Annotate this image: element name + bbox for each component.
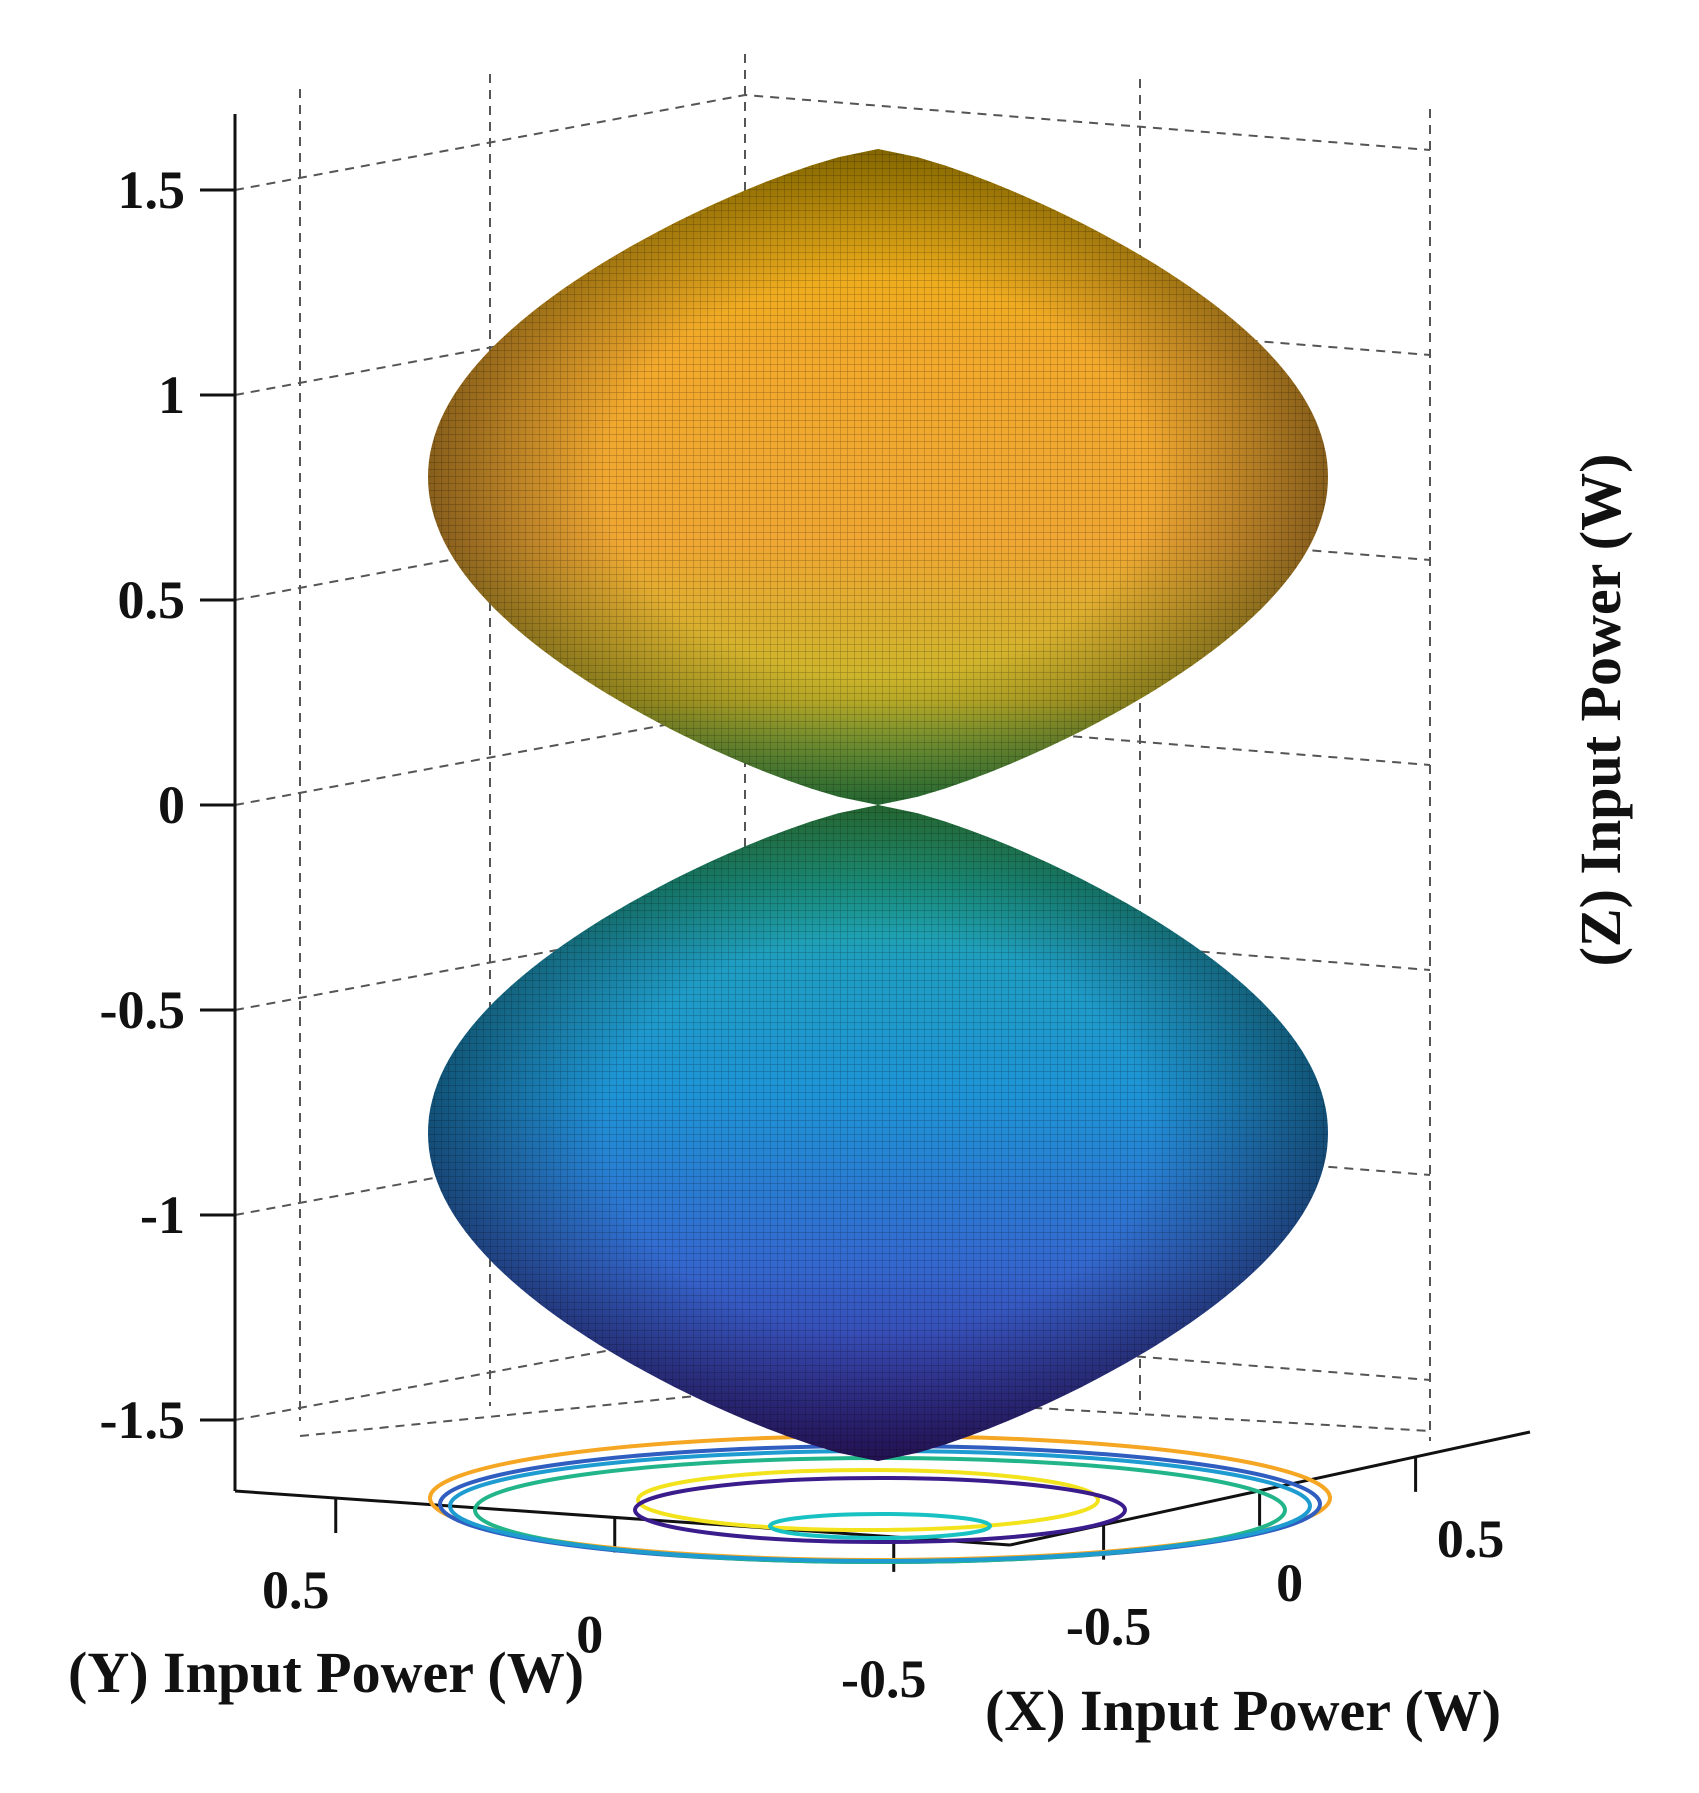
z-tick-label: -0.5 <box>100 980 185 1040</box>
lobe-shading <box>428 805 1328 1461</box>
x-tick-label: -0.5 <box>1066 1597 1151 1657</box>
floor-grid-line <box>299 1389 1431 1437</box>
contour-ring <box>448 1449 1312 1563</box>
x-axis-label: (X) Input Power (W) <box>985 1678 1501 1743</box>
y-axis-label: (Y) Input Power (W) <box>68 1640 584 1705</box>
z-tick-label: -1.5 <box>100 1390 185 1450</box>
contour-ring <box>768 1512 992 1540</box>
y-tick-label: 0 <box>576 1604 603 1664</box>
z-tick-label: 1 <box>158 365 185 425</box>
z-axis-label: (Z) Input Power (W) <box>1568 454 1633 967</box>
tick-labels: 1.5 1 0.5 0 -0.5 -1 -1.5 0.5 0 -0.5 -0.5 0 0.5 <box>100 160 1505 1709</box>
lower-lobe <box>428 805 1328 1461</box>
z-tick-label: 0 <box>158 775 185 835</box>
z-tick-label: -1 <box>140 1185 185 1245</box>
upper-lobe <box>428 149 1328 805</box>
contour-ring <box>633 1476 1127 1544</box>
z-tick-label: 0.5 <box>118 570 186 630</box>
x-tick-label: 0 <box>1276 1553 1303 1613</box>
y-tick-label: 0.5 <box>262 1560 330 1620</box>
z-tick-label: 1.5 <box>118 160 186 220</box>
contour-ring <box>636 1468 1100 1532</box>
lobe-shading <box>428 149 1328 805</box>
surface <box>428 149 1328 1461</box>
y-tick-label: -0.5 <box>841 1649 926 1709</box>
x-tick-label: 0.5 <box>1437 1509 1505 1569</box>
